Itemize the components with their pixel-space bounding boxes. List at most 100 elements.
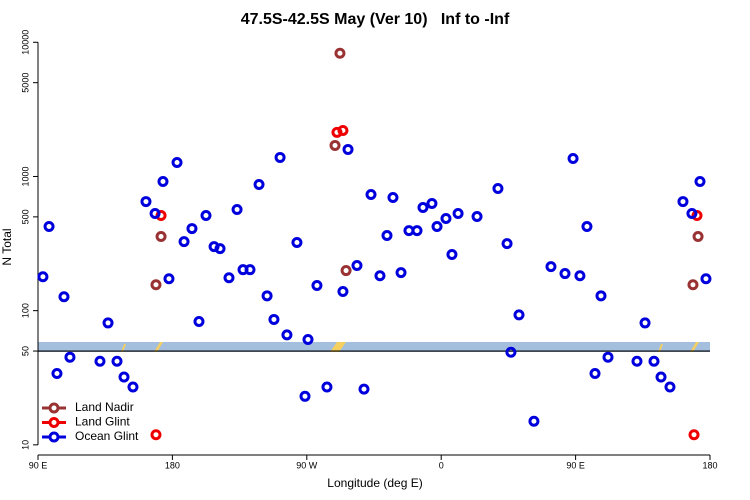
point <box>501 238 513 250</box>
y-tick-label: 50 <box>20 346 30 356</box>
point <box>574 270 586 282</box>
point <box>452 207 464 219</box>
chart-title: 47.5S-42.5S May (Ver 10) Inf to -Inf <box>241 11 510 28</box>
point <box>43 220 55 232</box>
point <box>426 197 438 209</box>
point <box>299 390 311 402</box>
point <box>163 273 175 285</box>
point <box>200 209 212 221</box>
point <box>340 265 352 277</box>
point <box>193 316 205 328</box>
point <box>155 230 167 242</box>
band <box>38 342 710 352</box>
y-tick-label: 100 <box>20 303 30 318</box>
legend-marker <box>48 431 60 443</box>
point <box>581 220 593 232</box>
point <box>687 279 699 291</box>
point <box>411 225 423 237</box>
point <box>178 236 190 248</box>
point <box>417 202 429 214</box>
x-tick-label: 90 E <box>566 460 585 470</box>
point <box>337 285 349 297</box>
point <box>150 279 162 291</box>
point <box>431 220 443 232</box>
point <box>329 139 341 151</box>
point <box>513 309 525 321</box>
point <box>302 333 314 345</box>
point <box>589 368 601 380</box>
legend-label: Ocean Glint <box>75 429 139 443</box>
point <box>140 196 152 208</box>
y-axis-label: N Total <box>0 228 14 265</box>
point <box>492 183 504 195</box>
point <box>214 243 226 255</box>
point <box>261 290 273 302</box>
x-tick-label: 180 <box>702 460 717 470</box>
point <box>595 290 607 302</box>
legend-marker <box>48 402 60 414</box>
point <box>381 230 393 242</box>
point <box>111 355 123 367</box>
point <box>567 152 579 164</box>
point <box>244 264 256 276</box>
point <box>631 355 643 367</box>
y-tick-label: 10000 <box>20 30 30 55</box>
point <box>186 223 198 235</box>
point <box>342 143 354 155</box>
point <box>321 381 333 393</box>
point <box>127 381 139 393</box>
point <box>395 267 407 279</box>
point <box>664 381 676 393</box>
point <box>602 351 614 363</box>
point <box>51 368 63 380</box>
point <box>291 237 303 249</box>
point <box>268 313 280 325</box>
x-tick-label: 90 E <box>29 460 48 470</box>
x-tick-label: 180 <box>165 460 180 470</box>
point <box>387 192 399 204</box>
point <box>440 213 452 225</box>
point <box>58 291 70 303</box>
point <box>648 355 660 367</box>
point <box>365 188 377 200</box>
point <box>655 371 667 383</box>
point <box>223 272 235 284</box>
point <box>471 211 483 223</box>
point <box>102 317 114 329</box>
y-tick-label: 500 <box>20 209 30 224</box>
x-tick-label: 90 W <box>296 460 318 470</box>
point <box>692 230 704 242</box>
point <box>351 260 363 272</box>
point <box>231 204 243 216</box>
point <box>171 157 183 169</box>
x-axis-label: Longitude (deg E) <box>327 476 422 490</box>
point <box>149 207 161 219</box>
point <box>157 175 169 187</box>
point <box>150 429 162 441</box>
point <box>281 329 293 341</box>
point <box>677 196 689 208</box>
point <box>64 351 76 363</box>
y-tick-label: 1000 <box>20 166 30 186</box>
point <box>94 355 106 367</box>
point <box>528 415 540 427</box>
point <box>37 271 49 283</box>
point <box>559 268 571 280</box>
point <box>334 47 346 59</box>
point <box>686 207 698 219</box>
point <box>118 371 130 383</box>
point <box>358 383 370 395</box>
y-tick-label: 5000 <box>20 73 30 93</box>
band-markers <box>121 342 699 352</box>
point <box>545 261 557 273</box>
point <box>337 125 349 137</box>
point <box>311 279 323 291</box>
point <box>688 429 700 441</box>
point <box>639 317 651 329</box>
legend-label: Land Glint <box>75 415 130 429</box>
point <box>694 175 706 187</box>
point <box>446 249 458 261</box>
point <box>374 270 386 282</box>
